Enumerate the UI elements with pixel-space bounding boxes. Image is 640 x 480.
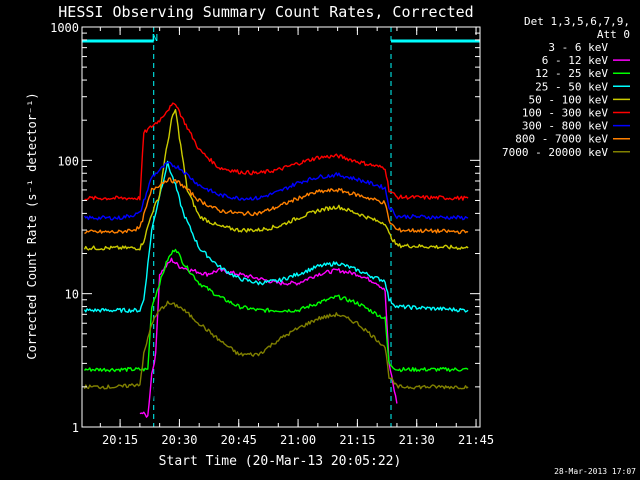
night-markers [82,27,480,427]
x-tick-label-2: 20:45 [221,433,257,447]
legend-header-line-2: Att 0 [597,28,630,41]
generated-timestamp: 28-Mar-2013 17:07 [554,467,636,476]
y-tick-label-2: 100 [57,154,79,168]
chart-title: HESSI Observing Summary Count Rates, Cor… [58,3,473,21]
y-tick-label-1: 10 [65,288,79,302]
legend-label-4: 50 - 100 keV [529,93,609,106]
series-line-3 [83,160,469,313]
series-line-8 [83,300,469,390]
x-axis-label: Start Time (20-Mar-13 20:05:22) [159,454,402,469]
legend-label-8: 7000 - 20000 keV [502,146,608,159]
x-tick-label-4: 21:15 [339,433,375,447]
legend-label-1: 6 - 12 keV [542,54,609,67]
series-line-6 [83,161,469,221]
x-tick-label-3: 21:00 [280,433,316,447]
y-tick-label-0: 1 [72,421,79,435]
x-tick-label-0: 20:15 [102,433,138,447]
legend-label-6: 300 - 800 keV [522,120,608,133]
legend-label-3: 25 - 50 keV [535,80,608,93]
legend-label-5: 100 - 300 keV [522,107,608,120]
legend-label-7: 800 - 7000 keV [515,133,608,146]
plot-axes [81,26,481,428]
legend-header-line-1: Det 1,3,5,6,7,9, [524,15,630,28]
series-line-7 [84,177,469,235]
series-lines [83,102,469,428]
plot-frame [81,26,481,428]
night-flag-label: N [152,33,158,44]
y-axis-label: Corrected Count Rate (s⁻¹ detector⁻¹) [25,92,39,359]
series-line-0 [147,237,402,428]
x-tick-label-1: 20:30 [161,433,197,447]
x-tick-label-5: 21:30 [399,433,435,447]
legend-label-0: 3 - 6 keV [548,41,608,54]
legend-label-2: 12 - 25 keV [535,67,608,80]
series-line-5 [84,102,469,201]
axis-ticks: 20:15 20:30 20:45 21:00 21:15 21:30 21:45 1 10 10… [50,21,494,447]
series-line-4 [83,108,469,251]
series-line-2 [83,248,469,373]
y-tick-label-3: 1000 [50,21,79,35]
x-tick-label-6: 21:45 [458,433,494,447]
